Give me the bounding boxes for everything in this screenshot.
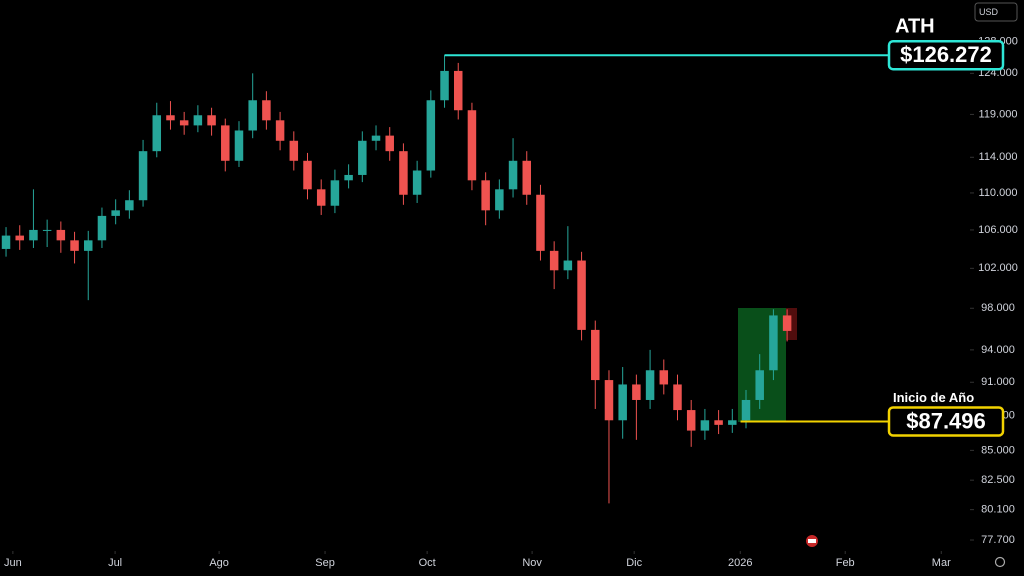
- candle-body: [84, 240, 93, 251]
- level-value: $87.496: [906, 408, 986, 433]
- candle-body: [221, 125, 230, 161]
- y-tick-label: 110.000: [979, 187, 1018, 199]
- y-tick-label: 80.100: [981, 504, 1015, 516]
- currency-button[interactable]: [974, 2, 1018, 22]
- y-tick-label: 91.000: [981, 376, 1015, 388]
- axes: 77.70080.10082.50085.00088.00091.00094.0…: [4, 36, 1018, 569]
- y-tick-label: 106.000: [978, 224, 1018, 236]
- candle-body: [412, 170, 422, 195]
- candle-body: [70, 240, 79, 251]
- candle-body: [138, 151, 148, 201]
- x-tick-label: Mar: [932, 557, 951, 569]
- candle-body: [440, 70, 449, 101]
- x-tick-label: Feb: [836, 557, 855, 569]
- candle-body: [289, 140, 299, 161]
- candle-body: [591, 329, 600, 381]
- candle-body: [782, 315, 792, 331]
- x-tick-label: Jul: [108, 557, 122, 569]
- level-title: Inicio de Año: [893, 390, 974, 405]
- candle-body: [316, 189, 326, 206]
- candle-body: [111, 210, 120, 216]
- candle-body: [125, 200, 134, 211]
- candle-body: [385, 135, 394, 152]
- candle-body: [508, 160, 518, 190]
- candle-body: [275, 120, 285, 141]
- y-tick-label: 98.000: [981, 302, 1015, 314]
- candle-body: [618, 384, 627, 421]
- candle-body: [42, 229, 52, 231]
- candle-body: [29, 229, 38, 241]
- y-tick-label: 114.000: [979, 151, 1018, 163]
- candle-body: [179, 120, 189, 126]
- y-tick-label: 119.000: [979, 108, 1018, 120]
- candle-body: [714, 420, 723, 425]
- currency-label[interactable]: USD: [979, 7, 999, 17]
- event-icon-detail: [808, 539, 816, 543]
- candle-body: [152, 115, 162, 152]
- x-tick-label: Dic: [626, 557, 642, 569]
- candle-body: [769, 315, 778, 371]
- candle-body: [371, 135, 381, 141]
- y-tick-label: 102.000: [978, 262, 1018, 274]
- candle-body: [728, 420, 737, 425]
- candle-body: [97, 215, 107, 241]
- candle-body: [481, 180, 490, 211]
- x-tick-label: Jun: [4, 557, 22, 569]
- candle-body: [673, 384, 682, 411]
- candle-body: [166, 115, 175, 121]
- x-tick-label: Ago: [209, 557, 229, 569]
- candle-body: [700, 420, 710, 431]
- y-tick-label: 77.700: [981, 534, 1015, 546]
- candle-body: [234, 130, 244, 161]
- candle-body: [632, 384, 641, 400]
- candle-body: [686, 410, 696, 431]
- x-tick-label: 2026: [728, 557, 752, 569]
- candle-body: [659, 370, 669, 385]
- candle-body: [755, 370, 764, 400]
- candle-body: [467, 110, 477, 181]
- candle-body: [262, 100, 271, 121]
- candle-body: [193, 115, 203, 126]
- candles: [1, 55, 792, 504]
- candle-body: [399, 151, 408, 195]
- candle-body: [1, 235, 11, 249]
- candle-body: [563, 260, 573, 271]
- level-label-box: [887, 39, 1005, 71]
- candle-body: [536, 194, 545, 251]
- candle-body: [577, 260, 586, 330]
- candle-body: [453, 70, 463, 111]
- candle-body: [15, 235, 24, 241]
- y-tick-label: 85.000: [981, 444, 1015, 456]
- annotations: $126.272 ATH $87.496 Inicio de Año: [444, 15, 1005, 437]
- candle-body: [344, 174, 353, 181]
- candle-body: [549, 250, 559, 271]
- settings-icon[interactable]: [994, 556, 1006, 568]
- candle-body: [426, 100, 436, 171]
- candle-body: [741, 399, 751, 421]
- y-tick-label: 94.000: [981, 344, 1015, 356]
- candle-body: [604, 380, 614, 421]
- candle-body: [303, 160, 312, 190]
- candle-body: [358, 140, 367, 175]
- x-tick-label: Oct: [419, 557, 436, 569]
- range-highlight: [786, 308, 797, 340]
- candle-body: [207, 115, 216, 126]
- candle-body: [330, 180, 340, 206]
- x-tick-label: Sep: [315, 557, 335, 569]
- candle-body: [645, 370, 655, 400]
- y-tick-label: 82.500: [981, 474, 1015, 486]
- candle-body: [522, 160, 532, 195]
- level-label-box: [887, 406, 1005, 437]
- x-tick-label: Nov: [522, 557, 542, 569]
- level-title: ATH: [895, 15, 935, 37]
- candle-body: [495, 189, 504, 211]
- candle-body: [56, 229, 66, 241]
- candle-body: [248, 100, 257, 131]
- level-value: $126.272: [900, 42, 992, 67]
